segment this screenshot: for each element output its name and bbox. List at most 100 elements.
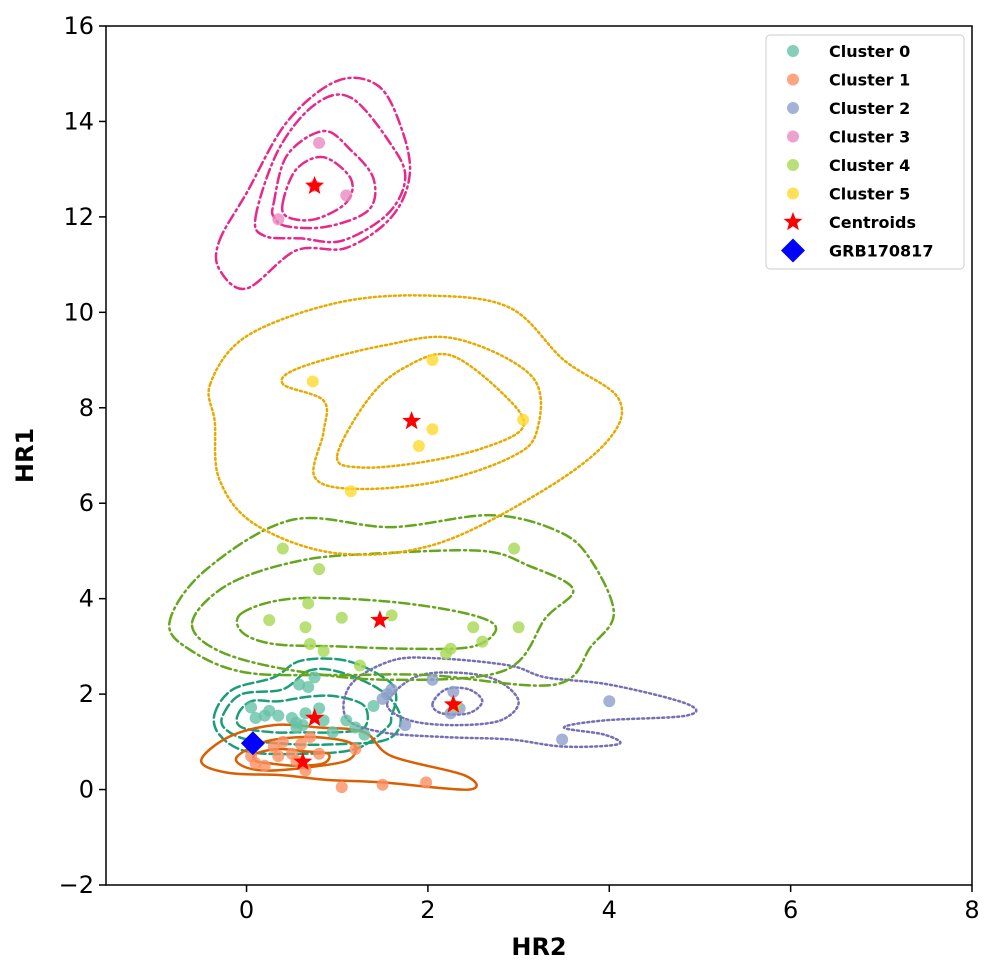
cluster-0-point-11	[313, 702, 326, 715]
legend-label-4: Cluster 4	[829, 156, 910, 175]
cluster-1-point-15	[272, 750, 285, 763]
cluster-4-point-9	[385, 609, 398, 622]
cluster-1-point-12	[349, 742, 362, 755]
cluster-2-point-8	[556, 733, 569, 746]
y-tick-label-9: 16	[63, 12, 94, 40]
cluster-4-point-3	[302, 597, 315, 610]
centroid-2	[443, 694, 463, 713]
cluster-4-point-14	[508, 542, 521, 555]
cluster-4-point-7	[335, 611, 348, 624]
cluster-2-point-6	[447, 685, 460, 698]
legend-box	[765, 34, 965, 270]
legend-marker-3	[787, 130, 799, 143]
cluster-1-point-10	[313, 747, 326, 760]
cluster-4-point-2	[299, 621, 312, 634]
y-tick-label-7: 12	[63, 203, 94, 231]
x-axis-label: HR2	[511, 933, 566, 961]
cluster-0-point-7	[293, 678, 306, 691]
cluster-0-point-15	[349, 721, 362, 734]
legend-marker-4	[787, 159, 799, 171]
cluster-4-point-8	[353, 659, 366, 672]
cluster-1-point-1	[249, 757, 262, 770]
y-tick-label-0: −2	[59, 871, 94, 899]
legend-label-7: GRB170817	[829, 242, 933, 261]
cluster-5-point-5	[517, 413, 530, 426]
cluster-5-contour-1	[280, 335, 543, 491]
cluster-5-point-2	[412, 439, 425, 452]
legend-label-2: Cluster 2	[829, 99, 910, 118]
cluster-4-point-6	[317, 645, 330, 658]
cluster-0-point-4	[272, 709, 285, 722]
legend-label-5: Cluster 5	[829, 185, 910, 204]
cluster-3-point-1	[340, 189, 353, 202]
legend-label-6: Centroids	[829, 213, 916, 232]
legend-marker-7	[781, 238, 805, 263]
cluster-1-point-3	[267, 740, 280, 753]
x-tick-label-2: 4	[602, 896, 617, 924]
markers-layer	[240, 175, 463, 770]
y-tick-label-4: 6	[79, 489, 94, 517]
cluster-2-point-4	[426, 673, 439, 686]
cluster-5-point-0	[306, 375, 319, 388]
y-tick-label-6: 10	[63, 298, 94, 326]
cluster-3-contour-3	[214, 76, 412, 291]
centroid-4	[370, 610, 390, 629]
cluster-1-point-14	[420, 776, 433, 789]
y-tick-label-3: 4	[79, 585, 94, 613]
cluster-3-contour-0	[280, 155, 354, 222]
cluster-1-point-4	[276, 735, 289, 748]
cluster-5-point-3	[426, 354, 439, 367]
cluster-4-contour-2	[168, 513, 616, 687]
centroid-1	[293, 751, 313, 770]
legend-marker-6	[783, 212, 803, 231]
cluster-5-contour-2	[207, 294, 624, 556]
cluster-2-contour-2	[342, 656, 698, 749]
cluster-0-contour-0	[235, 694, 370, 734]
cluster-1-point-7	[294, 738, 307, 751]
cluster-0-point-0	[245, 701, 258, 714]
legend: Cluster 0 Cluster 1 Cluster 2 Cluster 3 Clus…	[765, 34, 965, 270]
cluster-0-point-10	[308, 671, 321, 684]
cluster-0-point-19	[296, 719, 309, 732]
cluster-5-point-1	[344, 485, 357, 498]
cluster-4-contour-1	[190, 549, 575, 682]
cluster-0-point-13	[326, 726, 339, 739]
cluster-0-point-1	[249, 711, 262, 724]
cluster-4-point-1	[276, 542, 289, 555]
cluster-4-point-13	[476, 635, 489, 648]
legend-marker-0	[787, 45, 799, 57]
cluster-3-point-2	[272, 213, 285, 226]
cluster-5-contour-0	[335, 352, 526, 469]
cluster-4-point-12	[467, 621, 480, 634]
x-tick-label-3: 6	[783, 896, 798, 924]
cluster-0-point-17	[367, 700, 380, 713]
centroid-3	[305, 175, 325, 194]
cluster-0-point-14	[340, 714, 353, 727]
centroid-5	[402, 411, 422, 430]
legend-marker-2	[787, 102, 799, 114]
x-tick-label-0: 0	[239, 896, 254, 924]
cluster-4-point-5	[313, 563, 326, 576]
x-tick-label-4: 8	[964, 896, 979, 924]
cluster-4-point-11	[444, 642, 457, 655]
y-tick-label-1: 0	[79, 776, 94, 804]
y-tick-label-5: 8	[79, 394, 94, 422]
y-tick-label-2: 2	[79, 680, 94, 708]
centroid-0	[305, 708, 325, 727]
legend-marker-5	[787, 187, 799, 200]
x-tick-label-1: 2	[420, 896, 435, 924]
cluster-4-point-0	[263, 614, 276, 627]
cluster-1-point-2	[258, 759, 271, 772]
cluster-2-point-2	[385, 683, 398, 696]
grb170817-marker	[240, 731, 265, 756]
cluster-0-point-9	[302, 680, 315, 693]
cluster-1-contour-2	[199, 723, 478, 791]
cluster-4-point-15	[512, 621, 525, 634]
cluster-2-point-9	[603, 695, 616, 708]
legend-label-3: Cluster 3	[829, 128, 910, 147]
cluster-1-point-11	[335, 781, 348, 794]
legend-label-1: Cluster 1	[829, 71, 910, 90]
plot-frame	[105, 25, 973, 886]
cluster-1-point-8	[299, 764, 312, 777]
